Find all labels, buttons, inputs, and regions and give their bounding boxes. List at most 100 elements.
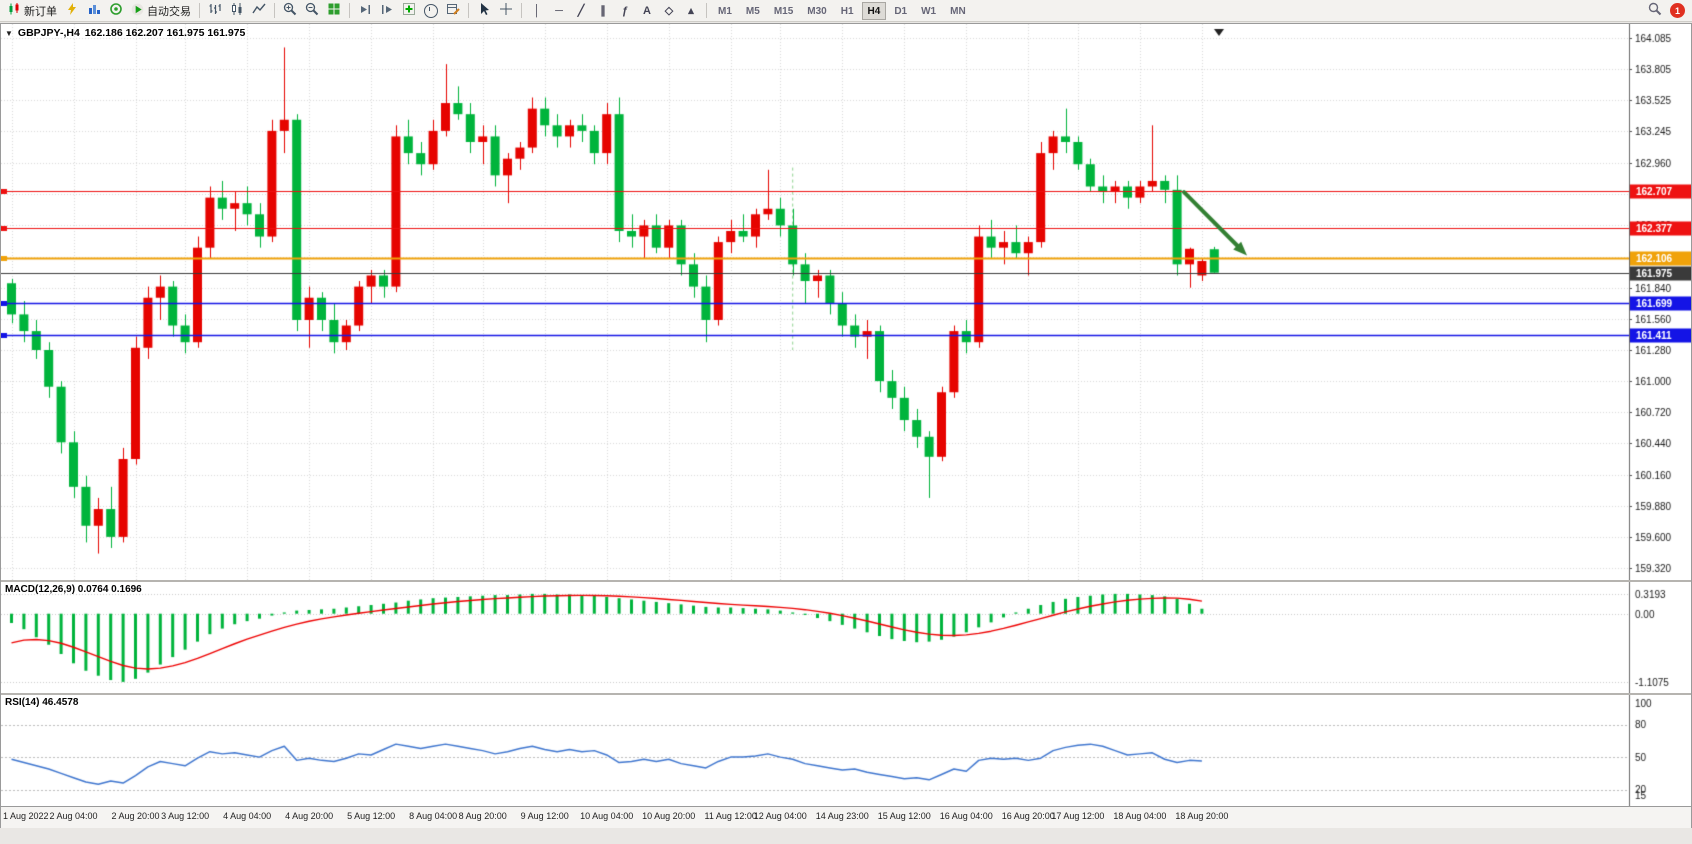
- zoom-out-icon: [305, 2, 319, 19]
- trendline-button[interactable]: ╱: [570, 1, 592, 21]
- template-icon: [446, 2, 460, 19]
- date-label: 10 Aug 20:00: [642, 811, 696, 821]
- date-label: 2 Aug 04:00: [49, 811, 98, 821]
- cursor-tool-button[interactable]: [473, 1, 495, 21]
- timeframe-h1[interactable]: H1: [835, 2, 860, 20]
- quick-pointer-button[interactable]: [61, 1, 83, 21]
- search-icon: [1648, 2, 1662, 19]
- date-label: 14 Aug 23:00: [815, 811, 869, 821]
- date-label: 11 Aug 12:00: [704, 811, 757, 821]
- zoom-out-button[interactable]: [301, 1, 323, 21]
- bar-chart-type-button[interactable]: [204, 1, 226, 21]
- date-label: 10 Aug 04:00: [580, 811, 634, 821]
- date-label: 16 Aug 20:00: [1001, 811, 1055, 821]
- auto-trading-button[interactable]: 自动交易: [127, 1, 195, 21]
- date-axis[interactable]: 1 Aug 2022 2 Aug 04:00 2 Aug 20:00 3 Aug 12…: [1, 806, 1691, 828]
- periods-button[interactable]: [420, 1, 442, 21]
- chart-window: ▼ GBPJPY-,H4 162.186 162.207 161.975 161…: [0, 23, 1692, 828]
- columns-icon: [87, 2, 101, 19]
- text-icon: A: [643, 4, 651, 17]
- date-label: 16 Aug 04:00: [939, 811, 993, 821]
- date-label: 8 Aug 04:00: [409, 811, 458, 821]
- panel-separator[interactable]: [1, 580, 1691, 582]
- rsi-panel-canvas[interactable]: [1, 695, 1691, 806]
- rsi-label: RSI(14) 46.4578: [5, 697, 79, 708]
- date-label: 4 Aug 20:00: [285, 811, 334, 821]
- macd-panel-canvas[interactable]: [1, 582, 1691, 693]
- line-chart-icon: [252, 2, 266, 19]
- tile-windows-icon: [327, 2, 341, 19]
- timeframe-m1[interactable]: M1: [712, 2, 738, 20]
- zoom-in-icon: [283, 2, 297, 19]
- text-button[interactable]: A: [636, 1, 658, 21]
- candle-chart-icon: [230, 2, 244, 19]
- lightning-icon: [65, 2, 79, 19]
- arrows-icon: ▴: [688, 5, 694, 17]
- date-label: 18 Aug 20:00: [1175, 811, 1229, 821]
- candlestick-icon: [7, 2, 21, 19]
- zoom-in-button[interactable]: [279, 1, 301, 21]
- panel-separator[interactable]: [1, 693, 1691, 695]
- templates-button[interactable]: [442, 1, 464, 21]
- toolbar-separator: [274, 3, 275, 18]
- vertical-line-icon: │: [533, 4, 541, 17]
- horizontal-line-button[interactable]: ─: [548, 1, 570, 21]
- timeframe-h4[interactable]: H4: [861, 1, 887, 20]
- toolbar-separator: [468, 3, 469, 18]
- arrows-button[interactable]: ▴: [680, 1, 702, 21]
- auto-scroll-icon: [358, 2, 372, 19]
- timeframe-group: M1 M5 M15 M30 H1 H4 D1 W1 MN: [711, 1, 973, 20]
- date-label: 17 Aug 12:00: [1051, 811, 1105, 821]
- macd-label: MACD(12,26,9) 0.0764 0.1696: [5, 584, 142, 595]
- timeframe-mn[interactable]: MN: [944, 2, 972, 20]
- date-label: 15 Aug 12:00: [877, 811, 931, 821]
- new-order-button[interactable]: 新订单: [3, 1, 61, 21]
- indicator-plus-icon: [402, 2, 416, 19]
- fibonacci-button[interactable]: ƒ: [614, 1, 636, 21]
- price-chart-canvas[interactable]: [1, 24, 1691, 580]
- one-click-trading-arrow[interactable]: ▼: [5, 28, 13, 38]
- drawing-tools-group: │ ─ ╱ ∥ ƒ A ◇ ▴: [526, 1, 702, 21]
- market-watch-button[interactable]: [83, 1, 105, 21]
- timeframe-w1[interactable]: W1: [915, 2, 942, 20]
- date-label: 9 Aug 12:00: [520, 811, 569, 821]
- chart-header: ▼ GBPJPY-,H4 162.186 162.207 161.975 161…: [5, 27, 245, 39]
- timeframe-m30[interactable]: M30: [801, 2, 832, 20]
- trendline-icon: ╱: [577, 5, 585, 17]
- equidistant-channel-button[interactable]: ∥: [592, 1, 614, 21]
- equidistant-channel-icon: ∥: [600, 5, 606, 17]
- toolbar-separator: [199, 3, 200, 18]
- navigator-button[interactable]: [105, 1, 127, 21]
- notification-badge[interactable]: 1: [1670, 3, 1685, 18]
- date-label: 18 Aug 04:00: [1113, 811, 1167, 821]
- candle-chart-type-button[interactable]: [226, 1, 248, 21]
- vertical-line-button[interactable]: │: [526, 1, 548, 21]
- search-button[interactable]: [1644, 1, 1666, 21]
- play-icon: [131, 3, 144, 19]
- date-label: 4 Aug 04:00: [223, 811, 272, 821]
- symbol-label: GBPJPY-,H4: [17, 27, 80, 39]
- crosshair-tool-button[interactable]: [495, 1, 517, 21]
- date-label: 1 Aug 2022: [3, 811, 49, 821]
- timeframe-d1[interactable]: D1: [888, 2, 913, 20]
- navigator-icon: [109, 2, 123, 19]
- text-label-icon: ◇: [664, 5, 674, 17]
- indicators-button[interactable]: [398, 1, 420, 21]
- line-chart-type-button[interactable]: [248, 1, 270, 21]
- tile-windows-button[interactable]: [323, 1, 345, 21]
- fibonacci-icon: ƒ: [621, 4, 629, 17]
- main-toolbar: 新订单 自动交易: [0, 0, 1692, 22]
- auto-scroll-button[interactable]: [354, 1, 376, 21]
- date-label: 3 Aug 12:00: [161, 811, 210, 821]
- date-label: 5 Aug 12:00: [347, 811, 396, 821]
- crosshair-icon: [499, 2, 513, 19]
- timeframe-m5[interactable]: M5: [740, 2, 766, 20]
- text-label-button[interactable]: ◇: [658, 1, 680, 21]
- clock-icon: [424, 3, 438, 18]
- horizontal-line-icon: ─: [555, 4, 563, 17]
- chart-shift-button[interactable]: [376, 1, 398, 21]
- timeframe-m15[interactable]: M15: [768, 2, 799, 20]
- new-order-label: 新订单: [24, 5, 57, 18]
- auto-trading-label: 自动交易: [147, 5, 191, 18]
- date-label: 12 Aug 04:00: [753, 811, 807, 821]
